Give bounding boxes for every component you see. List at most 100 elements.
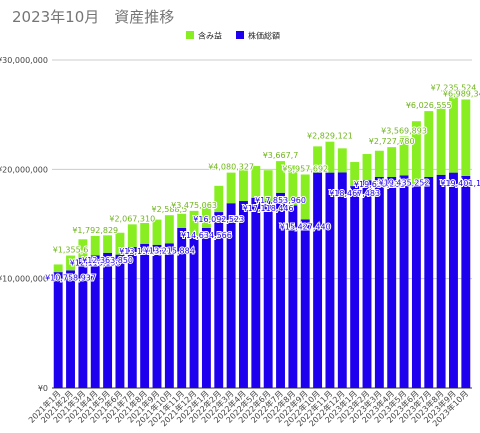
legend-swatch bbox=[236, 31, 244, 39]
bar-segment bbox=[374, 150, 384, 177]
data-label: ¥3,475,063 bbox=[171, 201, 217, 210]
bar-segment bbox=[300, 174, 310, 220]
bar-segment bbox=[66, 255, 75, 271]
data-label: ¥6,989,340 bbox=[443, 89, 480, 98]
bar-segment bbox=[449, 93, 458, 173]
bar-segment bbox=[239, 168, 248, 202]
bar-segment bbox=[177, 227, 187, 388]
bar-segment bbox=[461, 99, 471, 176]
bar-segment bbox=[325, 141, 335, 173]
bar-segment bbox=[127, 224, 137, 247]
data-label: ¥15,427,440 bbox=[280, 222, 331, 231]
bar-segment bbox=[152, 219, 162, 245]
bar-segment bbox=[374, 176, 384, 388]
bar-segment bbox=[103, 252, 113, 388]
y-tick-label: ¥10,000,000 bbox=[0, 275, 48, 284]
bar-segment bbox=[189, 236, 199, 388]
bar-segment bbox=[78, 257, 88, 388]
data-label: ¥4,080,327 bbox=[208, 163, 254, 172]
data-label: ¥7,235,524 bbox=[431, 84, 477, 93]
y-tick-label: ¥0 bbox=[38, 384, 48, 393]
bar-segment bbox=[164, 243, 174, 388]
data-label: ¥6,026,555 bbox=[406, 101, 452, 110]
bar-segment bbox=[411, 121, 421, 184]
data-label: ¥19,401,124 bbox=[440, 179, 480, 188]
bar-segment bbox=[276, 161, 285, 193]
bar-segment bbox=[53, 272, 63, 388]
bar-segment bbox=[140, 223, 150, 244]
data-label: ¥18,467,483 bbox=[329, 189, 380, 198]
data-label: ¥19,638,231 bbox=[354, 180, 405, 189]
bar-segment bbox=[214, 212, 224, 388]
x-axis-ticks: 2021年1月2021年2月2021年3月2021年4月2021年5月2021年… bbox=[26, 388, 470, 428]
bar-segment bbox=[251, 166, 261, 198]
legend-swatch bbox=[186, 31, 194, 39]
bar-segment bbox=[350, 186, 360, 388]
bar-segment bbox=[411, 183, 421, 388]
bar-segment bbox=[325, 172, 335, 388]
legend: 含み益 株価総額 bbox=[186, 31, 280, 41]
bar-segment bbox=[300, 219, 310, 388]
bar-segment bbox=[350, 162, 360, 187]
bar-segment bbox=[152, 244, 162, 388]
bar-segment bbox=[399, 136, 409, 176]
legend-label: 含み益 bbox=[198, 31, 222, 41]
bar-segment bbox=[461, 175, 471, 388]
bar-segment bbox=[90, 235, 100, 256]
data-label: ¥2,588,5 bbox=[152, 205, 188, 214]
data-label: ¥3,667,7 bbox=[263, 151, 299, 160]
data-label: ¥12,363,850 bbox=[82, 256, 133, 265]
bar-segment bbox=[337, 148, 347, 173]
data-label: ¥2,727,780 bbox=[369, 137, 415, 146]
bar-segment bbox=[78, 239, 88, 258]
bar-segment bbox=[189, 210, 199, 237]
bar-segment bbox=[337, 172, 347, 388]
bar-segment bbox=[288, 205, 298, 388]
bar-segment bbox=[288, 165, 298, 206]
y-tick-label: ¥20,000,000 bbox=[0, 165, 48, 174]
bar-segment bbox=[387, 147, 397, 177]
bars bbox=[53, 93, 471, 388]
data-label: ¥14,634,566 bbox=[181, 231, 232, 240]
data-label: ¥10,758,937 bbox=[45, 273, 96, 282]
data-label: ¥2,829,121 bbox=[307, 132, 353, 141]
bar-segment bbox=[399, 175, 409, 388]
bar-segment bbox=[251, 197, 261, 388]
bar-segment bbox=[436, 102, 446, 175]
bar-segment bbox=[115, 232, 125, 255]
bar-segment bbox=[313, 172, 323, 388]
bar-segment bbox=[362, 180, 372, 388]
bar-segment bbox=[201, 227, 211, 388]
data-label: ¥5,957,692 bbox=[282, 164, 328, 173]
bar-segment bbox=[424, 176, 434, 388]
bar-segment bbox=[276, 192, 285, 388]
bar-segment bbox=[313, 146, 323, 173]
bar-segment bbox=[226, 172, 236, 204]
data-label: ¥13,215,884 bbox=[144, 247, 195, 256]
bar-segment bbox=[387, 176, 397, 388]
data-label: ¥17,118,446 bbox=[243, 204, 294, 213]
legend-label: 株価総額 bbox=[248, 31, 280, 41]
data-label: ¥1,792,829 bbox=[72, 226, 118, 235]
chart-title: 2023年10月 資産推移 bbox=[12, 8, 175, 26]
y-tick-label: ¥30,000,000 bbox=[0, 56, 48, 65]
bar-segment bbox=[140, 243, 150, 388]
data-label: ¥12,118,190 bbox=[70, 259, 121, 268]
y-axis-ticks: ¥0 ¥10,000,000 ¥20,000,000 ¥30,000,000 bbox=[0, 56, 48, 393]
bar-segment bbox=[177, 213, 187, 228]
bar-segment bbox=[127, 246, 137, 388]
bar-segment bbox=[164, 215, 174, 244]
bar-segment bbox=[362, 154, 372, 181]
bar-segment bbox=[424, 111, 434, 177]
bar-segment bbox=[53, 264, 63, 273]
bar-segment bbox=[263, 170, 273, 201]
data-label: ¥17,853,960 bbox=[255, 196, 306, 205]
bar-segment bbox=[115, 254, 125, 388]
bar-segment bbox=[263, 200, 273, 388]
data-label: ¥16,092,523 bbox=[193, 215, 244, 224]
bar-segment bbox=[239, 201, 248, 388]
data-label: ¥2,067,310 bbox=[109, 214, 155, 223]
data-label: ¥3,569,893 bbox=[381, 126, 427, 135]
bar-segment bbox=[436, 174, 446, 388]
